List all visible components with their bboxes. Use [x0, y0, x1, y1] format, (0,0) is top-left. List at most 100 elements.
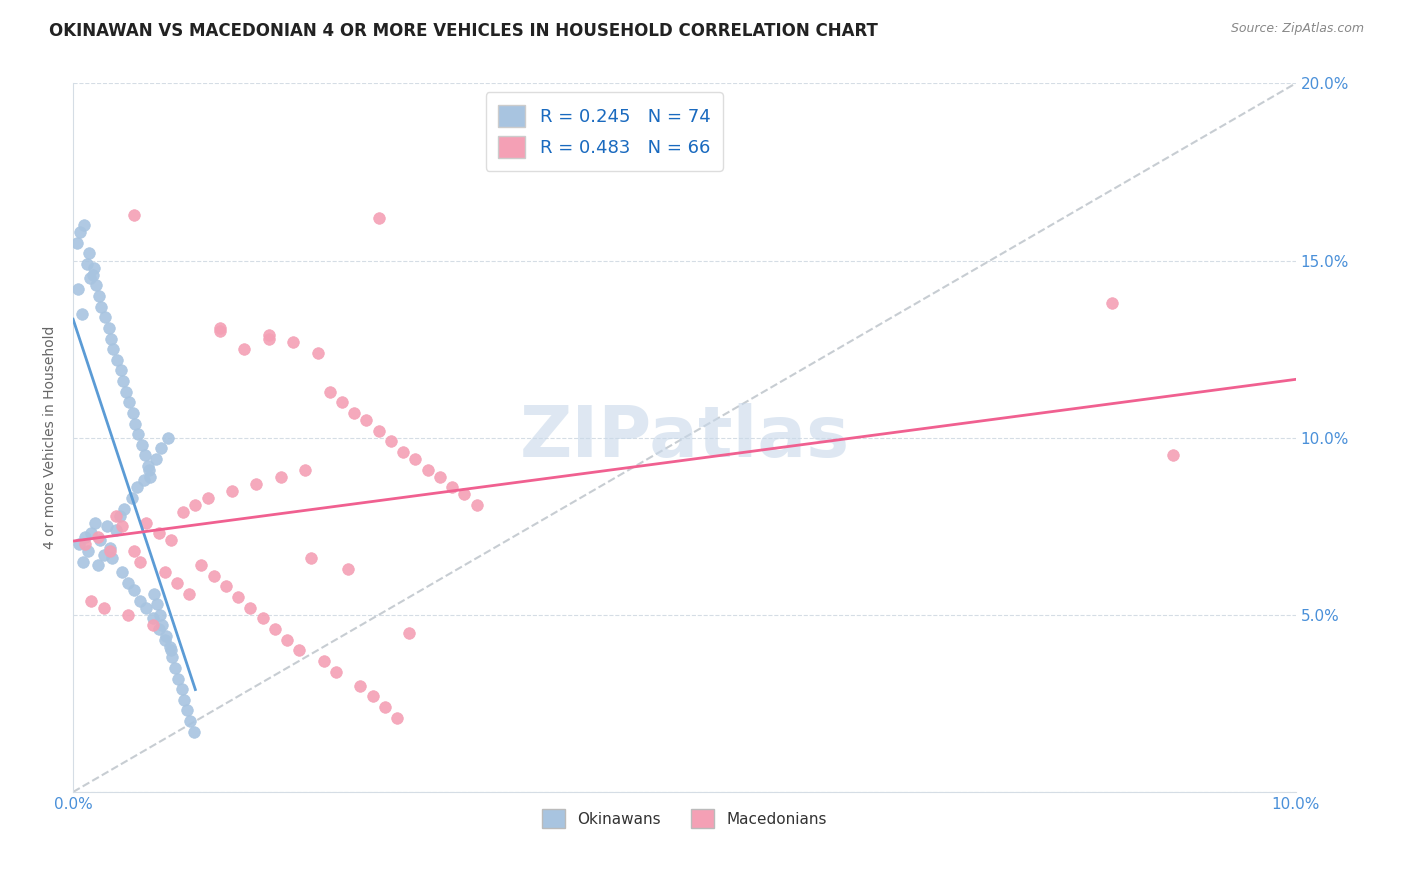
Text: ZIPatlas: ZIPatlas [519, 403, 849, 472]
Point [104, 523, 127, 537]
Point [105, 352, 128, 367]
Point [122, 544, 145, 558]
Point [73, 218, 96, 232]
Point [159, 640, 181, 654]
Point [80, 593, 103, 607]
Point [111, 519, 134, 533]
Point [356, 413, 378, 427]
Point [83, 260, 105, 275]
Point [72, 555, 94, 569]
Point [148, 622, 170, 636]
Point [117, 607, 139, 622]
Point [129, 555, 152, 569]
Point [129, 593, 152, 607]
Point [97, 321, 120, 335]
Point [245, 476, 267, 491]
Point [93, 600, 115, 615]
Point [179, 714, 201, 728]
Point [125, 480, 148, 494]
Point [160, 650, 183, 665]
Point [325, 665, 347, 679]
Point [184, 498, 207, 512]
Point [142, 618, 165, 632]
Point [380, 434, 402, 449]
Point [392, 445, 415, 459]
Point [404, 452, 426, 467]
Point [301, 551, 323, 566]
Point [135, 600, 157, 615]
Point [98, 544, 121, 558]
Point [179, 586, 201, 600]
Point [226, 590, 249, 604]
Point [367, 211, 389, 225]
Point [155, 629, 177, 643]
Text: Source: ZipAtlas.com: Source: ZipAtlas.com [1230, 22, 1364, 36]
Point [157, 431, 180, 445]
Point [145, 452, 167, 467]
Point [361, 690, 384, 704]
Point [86, 530, 108, 544]
Point [66, 235, 89, 250]
Point [110, 363, 132, 377]
Point [173, 693, 195, 707]
Point [202, 569, 225, 583]
Point [294, 462, 316, 476]
Legend: Okinawans, Macedonians: Okinawans, Macedonians [536, 803, 832, 834]
Point [90, 300, 112, 314]
Point [136, 458, 159, 473]
Point [153, 566, 176, 580]
Point [132, 473, 155, 487]
Point [374, 700, 396, 714]
Point [233, 342, 256, 356]
Point [215, 579, 238, 593]
Point [153, 632, 176, 647]
Point [131, 438, 153, 452]
Point [330, 395, 353, 409]
Point [117, 576, 139, 591]
Point [139, 469, 162, 483]
Point [453, 487, 475, 501]
Point [190, 558, 212, 573]
Point [167, 672, 190, 686]
Point [221, 483, 243, 498]
Point [170, 682, 193, 697]
Point [77, 246, 100, 260]
Point [114, 384, 136, 399]
Point [276, 632, 298, 647]
Point [124, 417, 146, 431]
Point [441, 480, 464, 494]
Point [66, 282, 89, 296]
Point [100, 331, 122, 345]
Point [122, 406, 145, 420]
Point [163, 661, 186, 675]
Point [239, 600, 262, 615]
Point [337, 562, 360, 576]
Point [87, 289, 110, 303]
Point [94, 310, 117, 325]
Point [288, 643, 311, 657]
Point [257, 328, 280, 343]
Point [252, 611, 274, 625]
Y-axis label: 4 or more Vehicles in Household: 4 or more Vehicles in Household [44, 326, 58, 549]
Point [319, 384, 342, 399]
Point [98, 541, 121, 555]
Point [75, 530, 97, 544]
Point [76, 257, 98, 271]
Point [79, 271, 101, 285]
Point [108, 508, 131, 523]
Point [69, 225, 91, 239]
Point [84, 516, 107, 530]
Point [146, 597, 169, 611]
Point [134, 449, 156, 463]
Point [150, 618, 173, 632]
Point [89, 533, 111, 548]
Point [75, 537, 97, 551]
Point [343, 406, 366, 420]
Point [111, 566, 134, 580]
Point [1163, 449, 1185, 463]
Point [166, 576, 188, 591]
Point [208, 325, 231, 339]
Point [416, 462, 439, 476]
Point [104, 508, 127, 523]
Point [176, 704, 198, 718]
